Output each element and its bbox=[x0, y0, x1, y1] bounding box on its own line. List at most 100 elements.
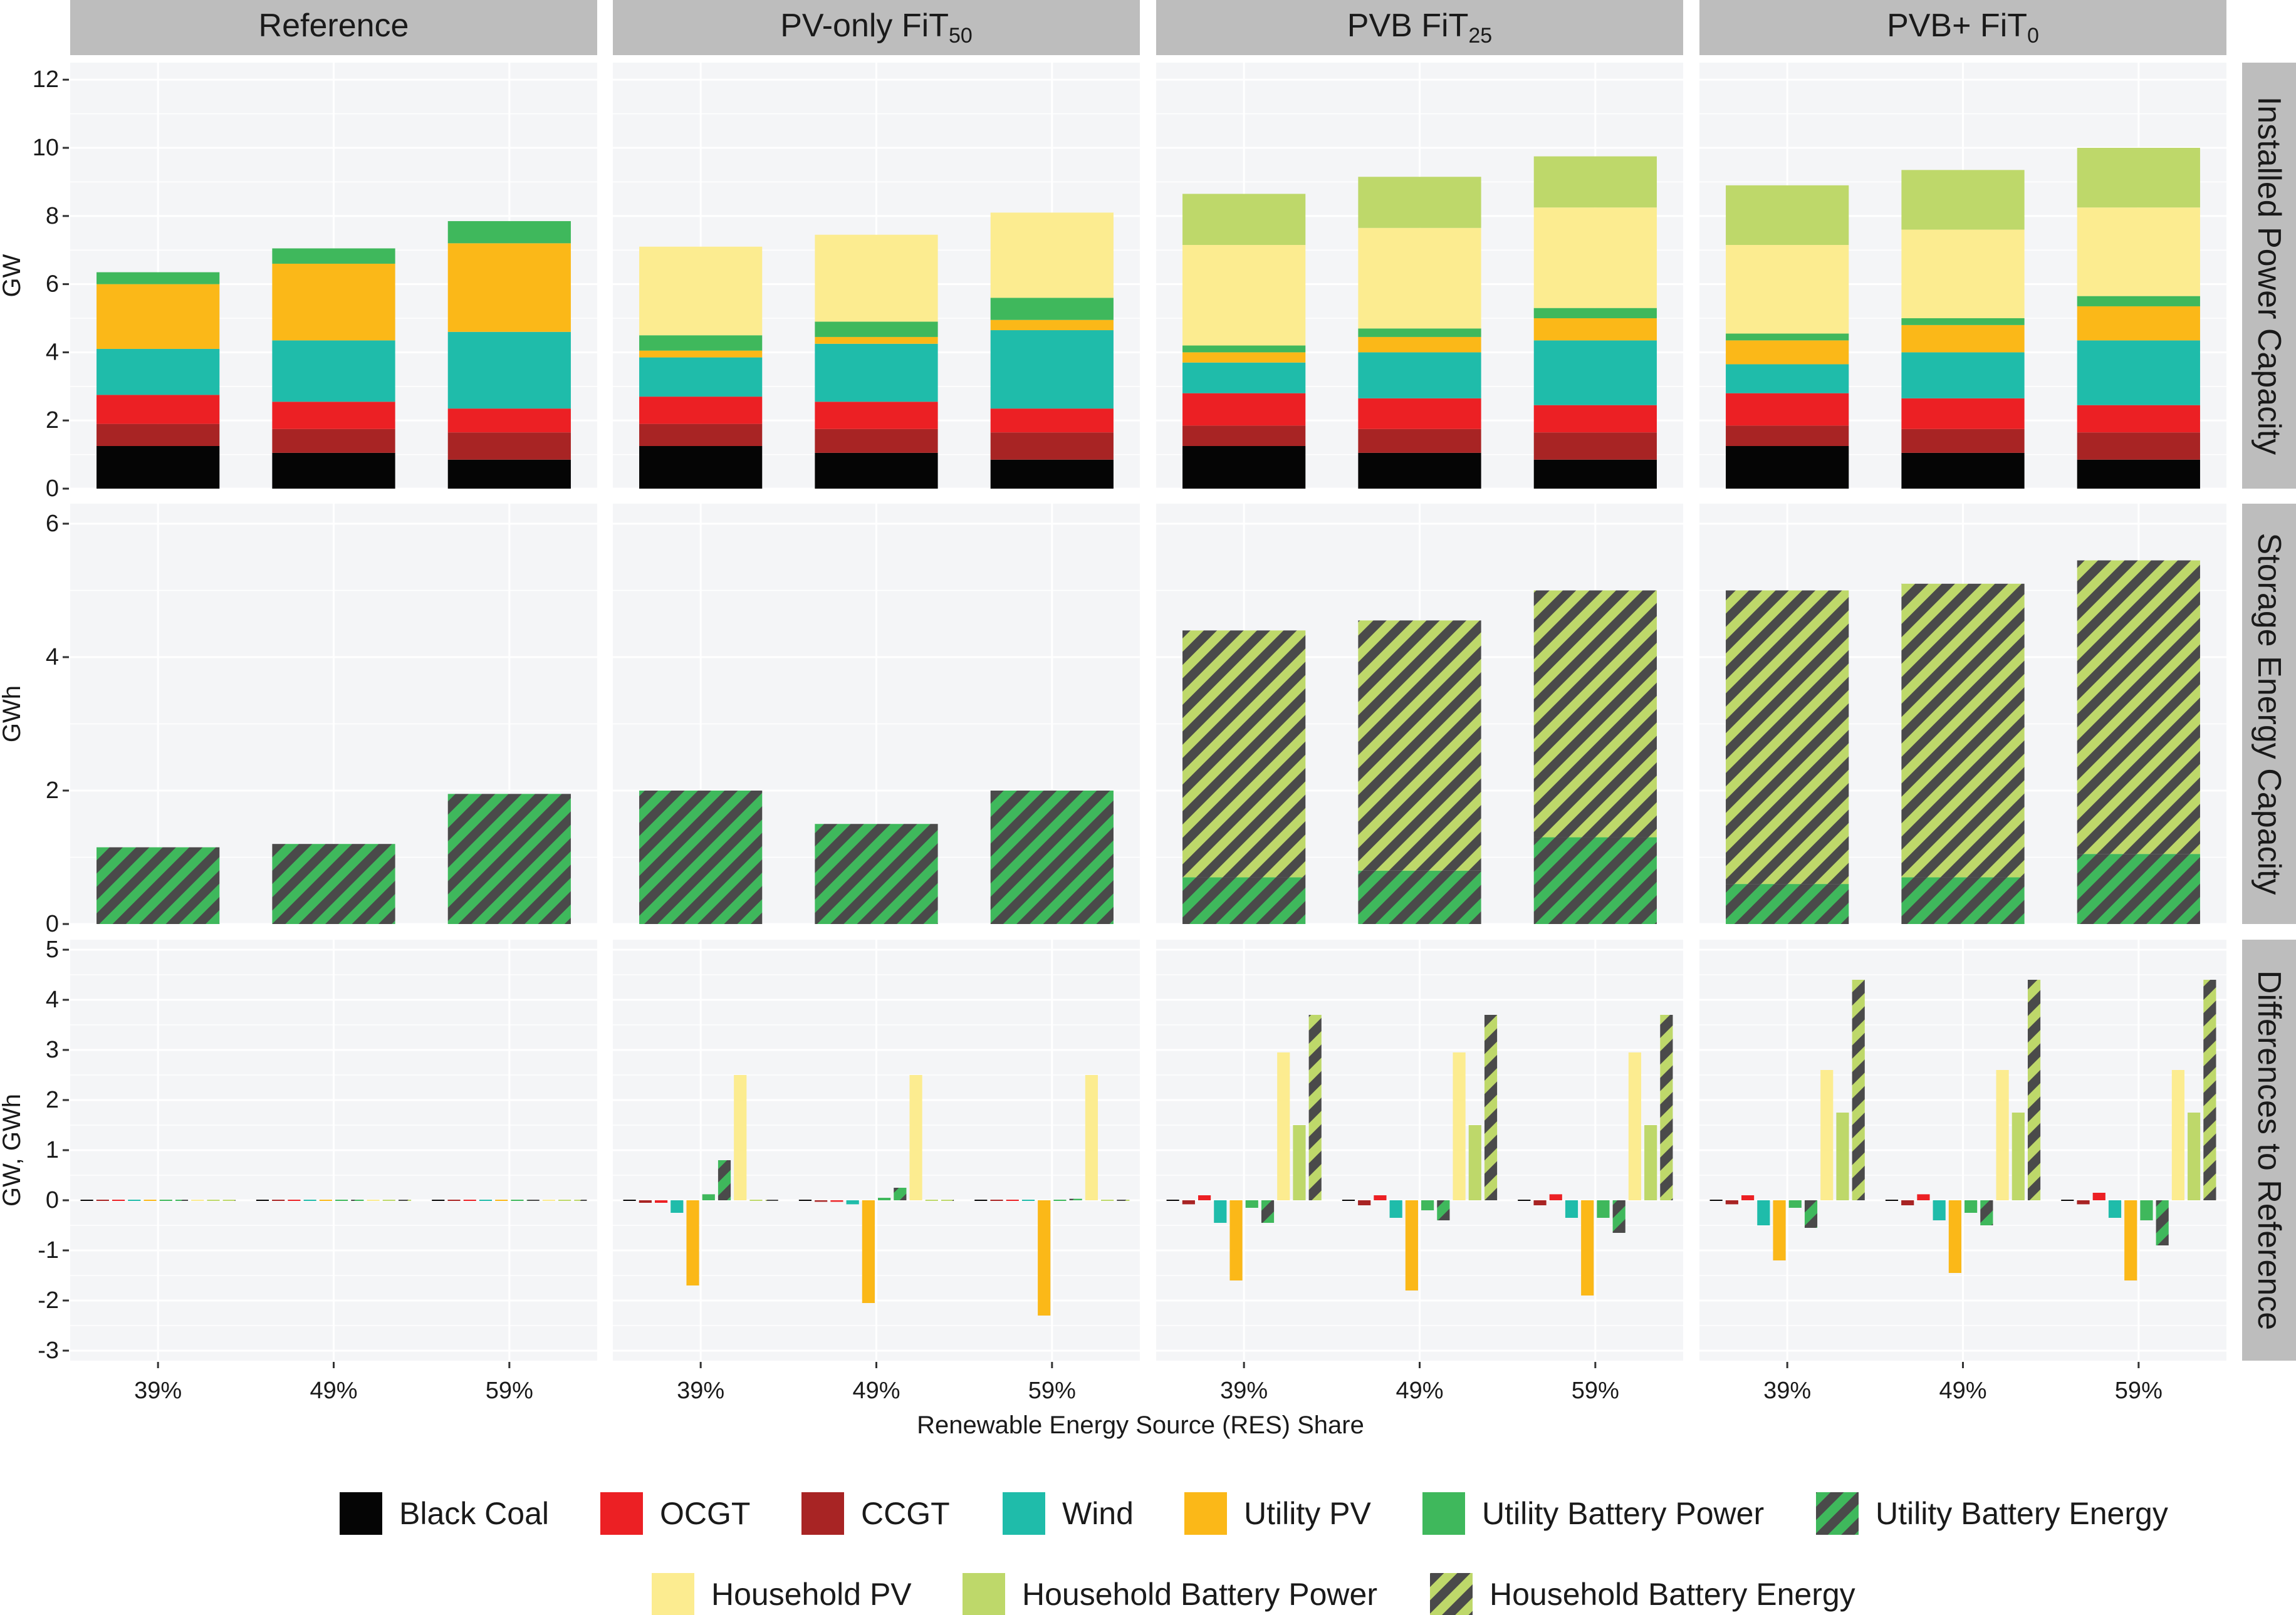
bar-diff-ccgt bbox=[2077, 1200, 2090, 1205]
bar-diff-upv bbox=[686, 1200, 699, 1285]
bar-diff-hbp bbox=[2188, 1113, 2201, 1200]
x-tick-label: 49% bbox=[1939, 1378, 1986, 1404]
y-tick-label: 3 bbox=[46, 1037, 59, 1063]
bar-diff-upv bbox=[495, 1200, 508, 1201]
bar-diff-coal bbox=[80, 1200, 93, 1201]
bar-diff-ube bbox=[894, 1188, 907, 1200]
bar-diff-upv bbox=[2124, 1200, 2137, 1280]
bar-storage-ube bbox=[1533, 837, 1657, 924]
facet-strip-pvb bbox=[1156, 0, 1683, 55]
bar-diff-wind bbox=[1757, 1200, 1770, 1225]
bar-installed-coal bbox=[1901, 452, 2025, 489]
bar-installed-ubp bbox=[639, 335, 763, 351]
x-tick-label: 59% bbox=[1028, 1378, 1076, 1404]
y-tick-label: 10 bbox=[33, 135, 59, 161]
bar-installed-hpv bbox=[2077, 207, 2200, 296]
bar-diff-hbe bbox=[1117, 1200, 1130, 1201]
bar-diff-ubp bbox=[1597, 1200, 1610, 1218]
bar-diff-hpv bbox=[2171, 1070, 2185, 1200]
bar-installed-hbp bbox=[1726, 185, 1849, 246]
legend-key-upv bbox=[1184, 1492, 1227, 1535]
bar-diff-ube bbox=[526, 1200, 540, 1201]
bar-diff-coal bbox=[432, 1200, 445, 1201]
bar-installed-hpv bbox=[1182, 245, 1306, 346]
x-tick-label: 59% bbox=[486, 1378, 533, 1404]
bar-installed-upv bbox=[1358, 336, 1481, 353]
bar-storage-ube bbox=[2077, 854, 2200, 924]
bar-installed-upv bbox=[97, 284, 220, 349]
bar-diff-ocgt bbox=[1917, 1194, 1930, 1200]
bar-installed-upv bbox=[447, 243, 571, 332]
y-tick-label: 2 bbox=[46, 777, 59, 804]
bar-diff-hbp bbox=[2012, 1113, 2025, 1200]
bar-diff-hpv bbox=[367, 1200, 380, 1201]
bar-diff-upv bbox=[1405, 1200, 1418, 1290]
legend-key-coal bbox=[340, 1492, 382, 1535]
bar-diff-hbp bbox=[1468, 1125, 1481, 1200]
bar-diff-ccgt bbox=[272, 1200, 285, 1201]
bar-storage-ube bbox=[97, 847, 220, 924]
bar-diff-coal bbox=[2061, 1200, 2074, 1201]
bar-installed-coal bbox=[1533, 459, 1657, 489]
bar-installed-wind bbox=[1533, 340, 1657, 405]
bar-diff-hpv bbox=[734, 1075, 747, 1200]
bar-diff-ubp bbox=[1965, 1200, 1978, 1213]
bar-diff-ocgt bbox=[830, 1200, 843, 1202]
bar-diff-ccgt bbox=[1358, 1200, 1371, 1205]
bar-diff-hbp bbox=[1293, 1125, 1306, 1200]
bar-diff-ube bbox=[1437, 1200, 1450, 1220]
bar-diff-wind bbox=[671, 1200, 684, 1213]
bar-diff-wind bbox=[128, 1200, 141, 1201]
bar-diff-ube bbox=[718, 1160, 731, 1200]
bar-diff-coal bbox=[1518, 1200, 1531, 1201]
bar-storage-ube bbox=[272, 844, 395, 924]
bar-installed-upv bbox=[272, 263, 395, 341]
bar-installed-ubp bbox=[1726, 333, 1849, 341]
bar-diff-hbe bbox=[398, 1200, 412, 1201]
bar-installed-ccgt bbox=[1182, 425, 1306, 446]
bar-diff-ubp bbox=[1053, 1200, 1067, 1201]
bar-installed-ubp bbox=[815, 321, 938, 337]
bar-installed-upv bbox=[990, 319, 1114, 331]
bar-diff-hbe bbox=[1852, 980, 1865, 1200]
y-tick-label: 8 bbox=[46, 203, 59, 229]
bar-diff-ube bbox=[1804, 1200, 1818, 1228]
bar-installed-wind bbox=[272, 340, 395, 402]
legend-label-ccgt: CCGT bbox=[861, 1496, 950, 1531]
legend-label-ube: Utility Battery Energy bbox=[1876, 1496, 2168, 1531]
bar-installed-upv bbox=[639, 350, 763, 358]
y-tick-label: 2 bbox=[46, 1087, 59, 1113]
bar-diff-ube bbox=[1612, 1200, 1625, 1233]
bar-diff-wind bbox=[303, 1200, 316, 1201]
y-axis-title-storage: GWh bbox=[0, 685, 26, 742]
bar-diff-ccgt bbox=[1901, 1200, 1914, 1205]
y-tick-label: 0 bbox=[46, 1187, 59, 1213]
bar-installed-ocgt bbox=[1358, 398, 1481, 429]
bar-installed-ubp bbox=[1358, 328, 1481, 337]
bar-diff-wind bbox=[1021, 1200, 1035, 1201]
bar-diff-hbp bbox=[1101, 1200, 1114, 1201]
bar-installed-hpv bbox=[815, 234, 938, 322]
bar-storage-ube bbox=[815, 824, 938, 924]
bar-installed-ccgt bbox=[1901, 428, 2025, 453]
row-strip-diff bbox=[2242, 940, 2296, 1361]
bar-diff-upv bbox=[1773, 1200, 1786, 1260]
bar-installed-upv bbox=[1901, 325, 2025, 353]
bar-installed-coal bbox=[272, 452, 395, 489]
bar-diff-wind bbox=[1389, 1200, 1402, 1218]
bar-installed-hbp bbox=[1533, 156, 1657, 208]
bar-diff-hbe bbox=[2027, 980, 2041, 1200]
bar-installed-hpv bbox=[990, 212, 1114, 298]
bar-diff-hbp bbox=[1644, 1125, 1657, 1200]
bar-diff-upv bbox=[862, 1200, 875, 1303]
bar-diff-hbp bbox=[382, 1200, 395, 1201]
bar-installed-hbp bbox=[1358, 177, 1481, 228]
bar-diff-hpv bbox=[542, 1200, 556, 1201]
bar-diff-ocgt bbox=[1006, 1200, 1019, 1201]
facet-strip-pvbp bbox=[1699, 0, 2226, 55]
bar-diff-coal bbox=[256, 1200, 269, 1201]
bar-installed-coal bbox=[2077, 459, 2200, 489]
bar-installed-hpv bbox=[1901, 229, 2025, 318]
bar-diff-hpv bbox=[1628, 1052, 1642, 1200]
